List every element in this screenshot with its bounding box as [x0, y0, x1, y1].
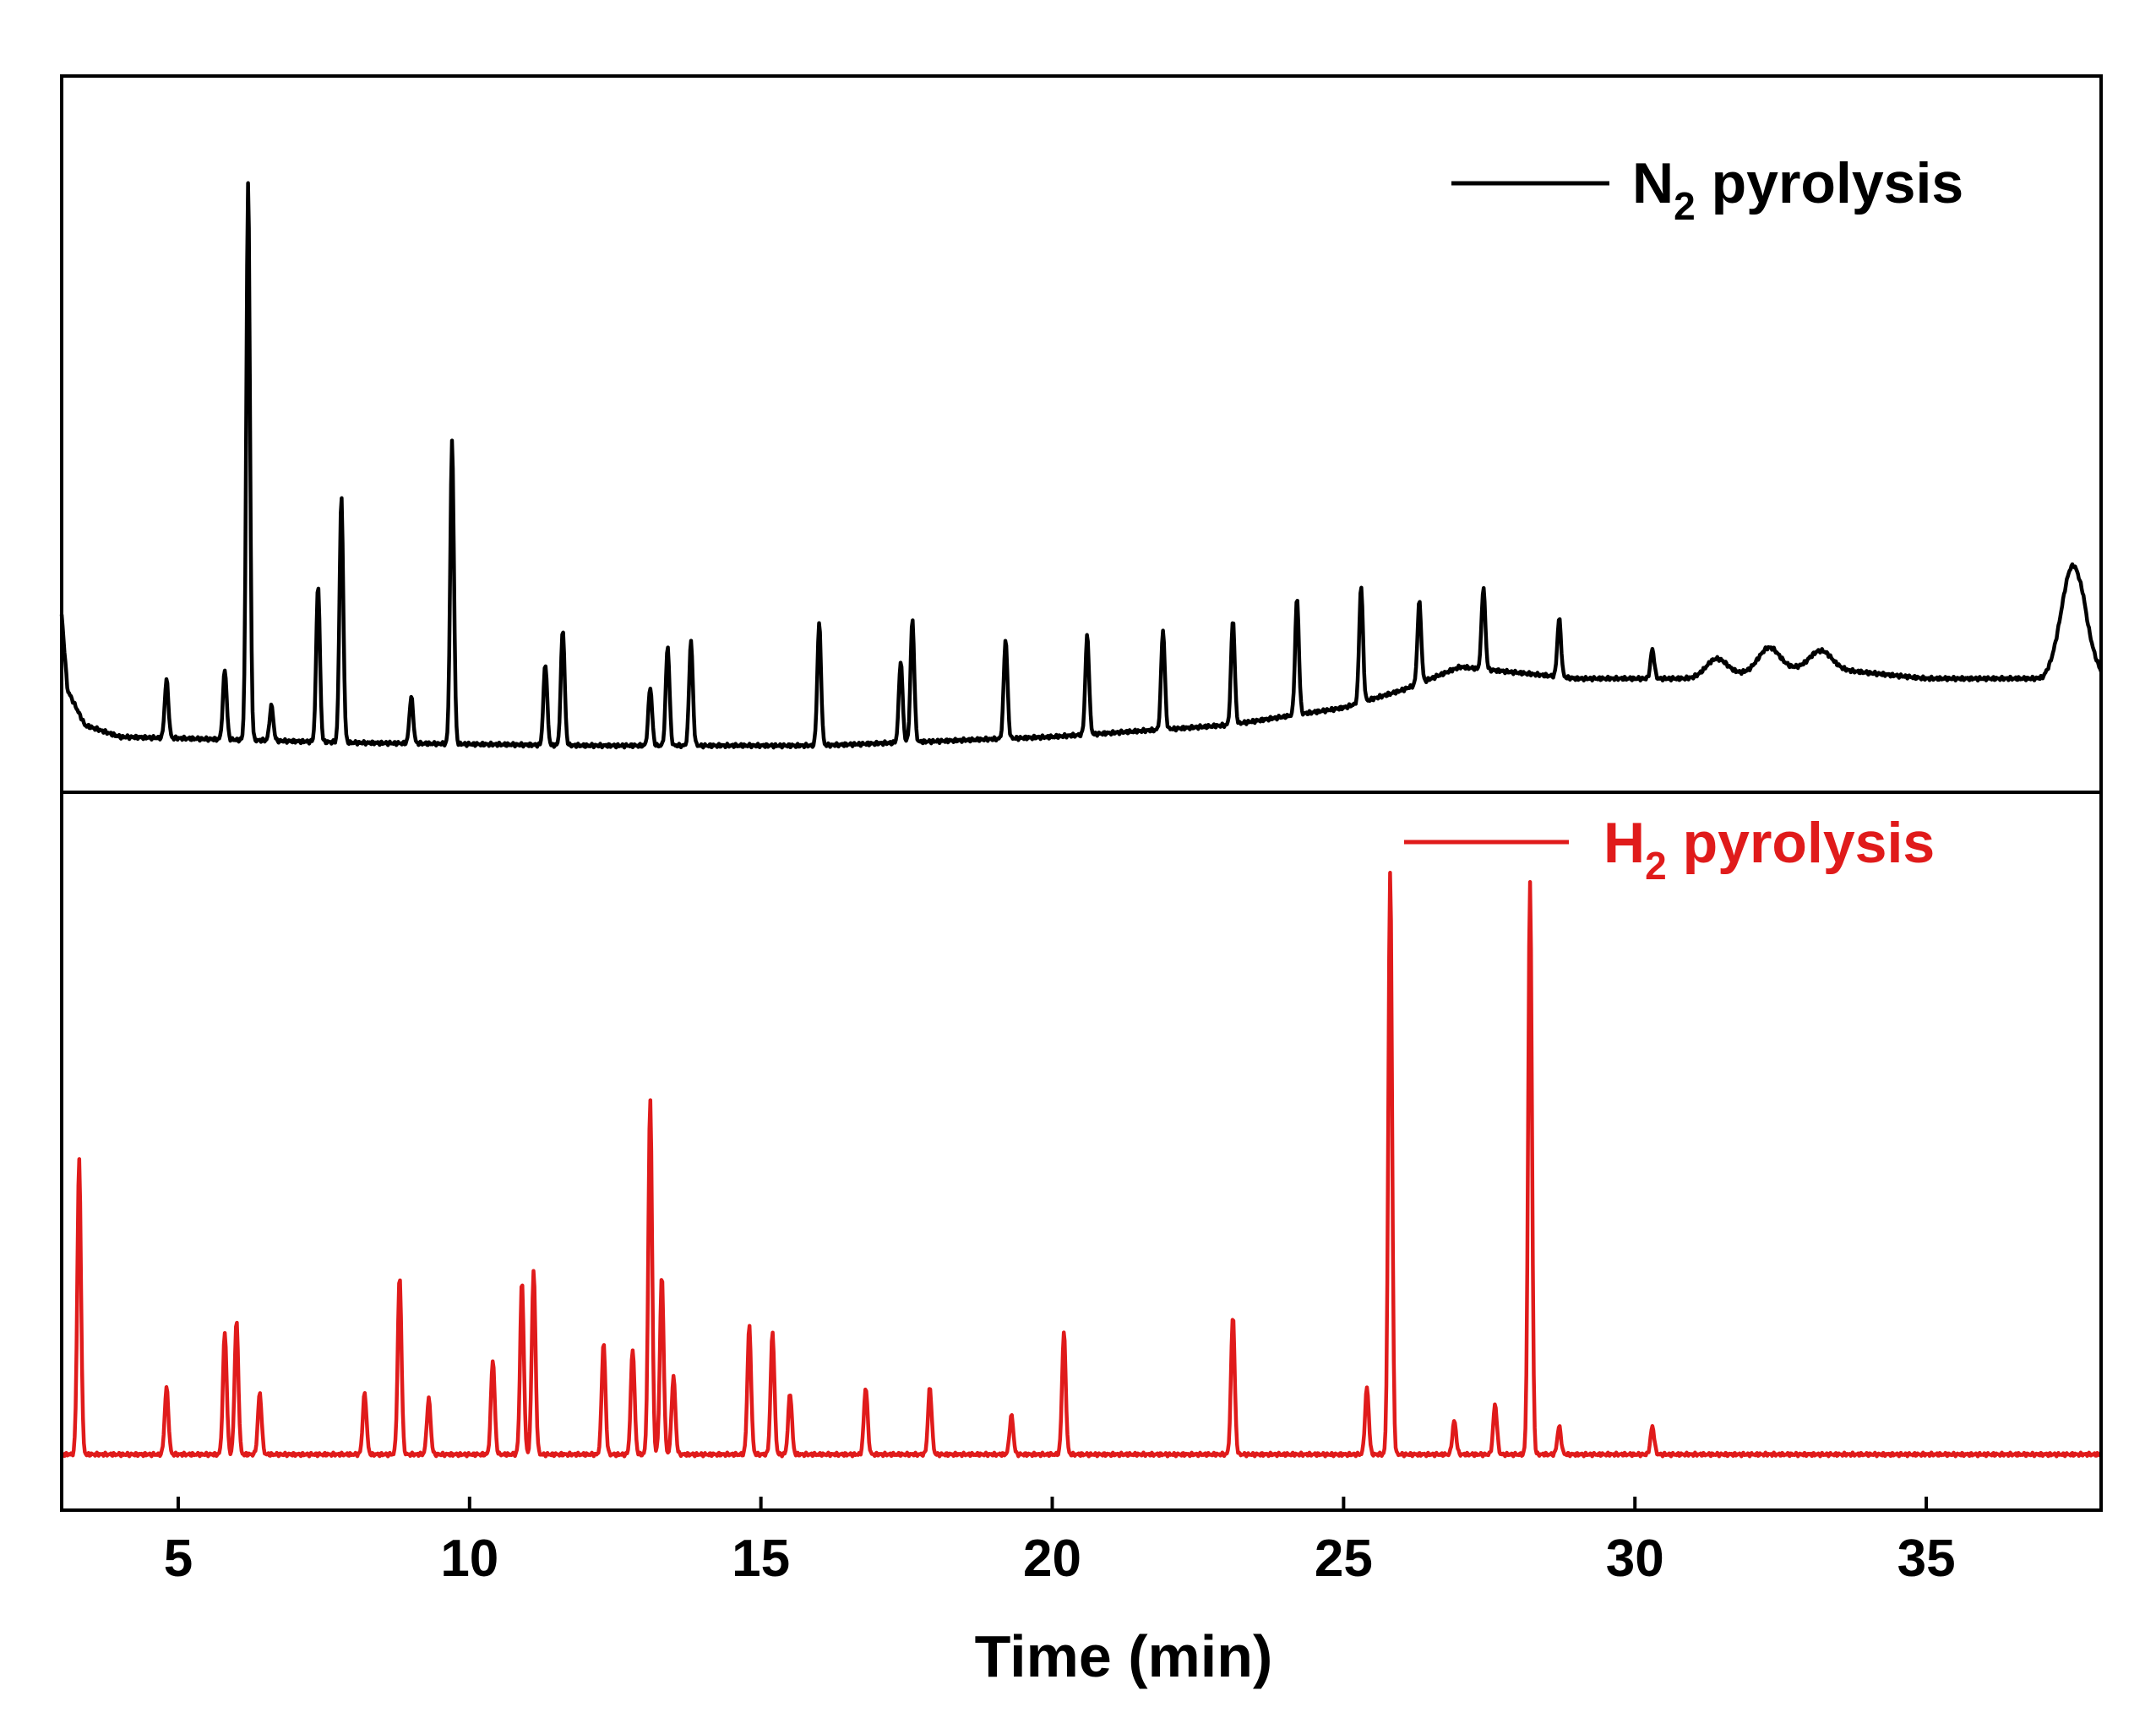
legend-label-h2: H2 pyrolysis — [1603, 811, 1935, 888]
x-tick-label: 35 — [1897, 1530, 1956, 1588]
bottom-panel — [60, 791, 2103, 1512]
legend-rest-h2: pyrolysis — [1667, 811, 1936, 875]
x-tick-label: 10 — [440, 1530, 498, 1588]
series-line-h2 — [60, 871, 2103, 1459]
legend-main-n2: N — [1632, 151, 1674, 215]
legend-sub-n2: 2 — [1674, 184, 1696, 228]
series-line-n2 — [59, 181, 2104, 750]
legend-sub-h2: 2 — [1645, 844, 1667, 888]
x-tick-label: 15 — [732, 1530, 790, 1588]
legend-n2: N2 pyrolysis — [1451, 151, 1963, 228]
x-tick-label: 20 — [1023, 1530, 1081, 1588]
x-tick-label: 5 — [164, 1530, 193, 1588]
legend-h2: H2 pyrolysis — [1404, 811, 1935, 888]
x-tick-label: 30 — [1606, 1530, 1664, 1588]
legend-label-n2: N2 pyrolysis — [1632, 151, 1963, 228]
x-axis: 5 10 15 20 25 30 35 — [164, 1497, 1956, 1588]
plot-frame-bottom — [60, 791, 2103, 1512]
x-tick-label: 25 — [1315, 1530, 1373, 1588]
legend-main-h2: H — [1603, 811, 1645, 875]
x-axis-label: Time (min) — [975, 1623, 1273, 1689]
legend-rest-n2: pyrolysis — [1696, 151, 1964, 215]
